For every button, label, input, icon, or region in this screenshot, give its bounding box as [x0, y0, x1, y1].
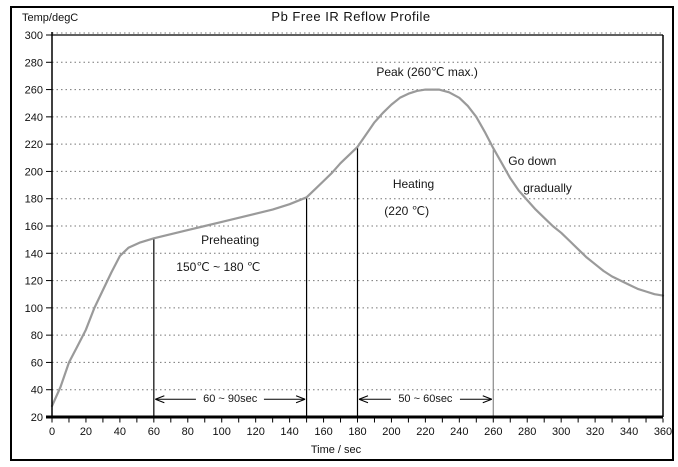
x-tick-label: 80	[182, 426, 194, 438]
y-tick-label: 120	[25, 276, 43, 288]
y-gridlines	[52, 32, 663, 391]
x-tick-label: 60	[148, 426, 160, 438]
heating-temp-label: (220 ℃)	[384, 203, 430, 218]
y-tick-label: 60	[31, 357, 43, 369]
x-tick-label: 220	[416, 426, 434, 438]
x-tick-label: 100	[213, 426, 231, 438]
preheating-label: Preheating	[201, 232, 260, 247]
x-tick-label: 180	[348, 426, 366, 438]
y-tick-label: 240	[25, 112, 43, 124]
y-tick-label: 280	[25, 57, 43, 69]
x-axis-title: Time / sec	[310, 444, 362, 456]
y-tick-label: 80	[31, 330, 43, 342]
gradually-label: gradually	[523, 180, 572, 195]
x-tick-label: 200	[382, 426, 400, 438]
chart-title: Pb Free IR Reflow Profile	[271, 9, 431, 24]
temperature-curve	[50, 88, 665, 408]
axes	[46, 32, 664, 419]
x-tick-label: 320	[586, 426, 604, 438]
reflow-curve	[50, 88, 665, 408]
y-tick-label: 160	[25, 221, 43, 233]
y-tick-label: 140	[25, 248, 43, 260]
x-tick-label: 340	[620, 426, 638, 438]
x-tick-label: 40	[114, 426, 126, 438]
range-label-1: 50 ~ 60sec	[391, 393, 460, 406]
go-down-label: Go down	[508, 153, 557, 168]
y-tick-label: 100	[25, 303, 43, 315]
stage-marker-lines	[153, 146, 494, 417]
preheating-range-label: 150℃ ~ 180 ℃	[176, 259, 261, 274]
x-tick-label: 360	[654, 426, 672, 438]
x-tick-label: 160	[314, 426, 332, 438]
x-tick-label: 0	[49, 426, 55, 438]
y-tick-label: 40	[31, 385, 43, 397]
y-tick-label: 260	[25, 85, 43, 97]
peak-label: Peak (260℃ max.)	[376, 64, 478, 79]
x-tick-label: 280	[518, 426, 536, 438]
y-tick-label: 300	[25, 30, 43, 42]
x-tick-label: 20	[80, 426, 92, 438]
y-tick-label: 200	[25, 166, 43, 178]
y-ticks: 20 40 60 80 100 120 140 160 180 200 220 240 260 280 30…	[25, 30, 52, 424]
x-ticks: 0 20 40 60 80 100 120 140 160 180 200 220 240 260 280 3…	[49, 418, 672, 438]
y-tick-label: 20	[31, 412, 43, 424]
heating-label: Heating	[392, 176, 435, 191]
y-tick-label: 220	[25, 139, 43, 151]
y-axis-title: Temp/degC	[22, 12, 79, 24]
x-tick-label: 240	[450, 426, 468, 438]
x-tick-label: 120	[246, 426, 264, 438]
x-tick-label: 260	[484, 426, 502, 438]
range-label-0: 60 ~ 90sec	[196, 393, 265, 406]
y-tick-label: 180	[25, 194, 43, 206]
x-tick-label: 140	[280, 426, 298, 438]
x-tick-label: 300	[552, 426, 570, 438]
